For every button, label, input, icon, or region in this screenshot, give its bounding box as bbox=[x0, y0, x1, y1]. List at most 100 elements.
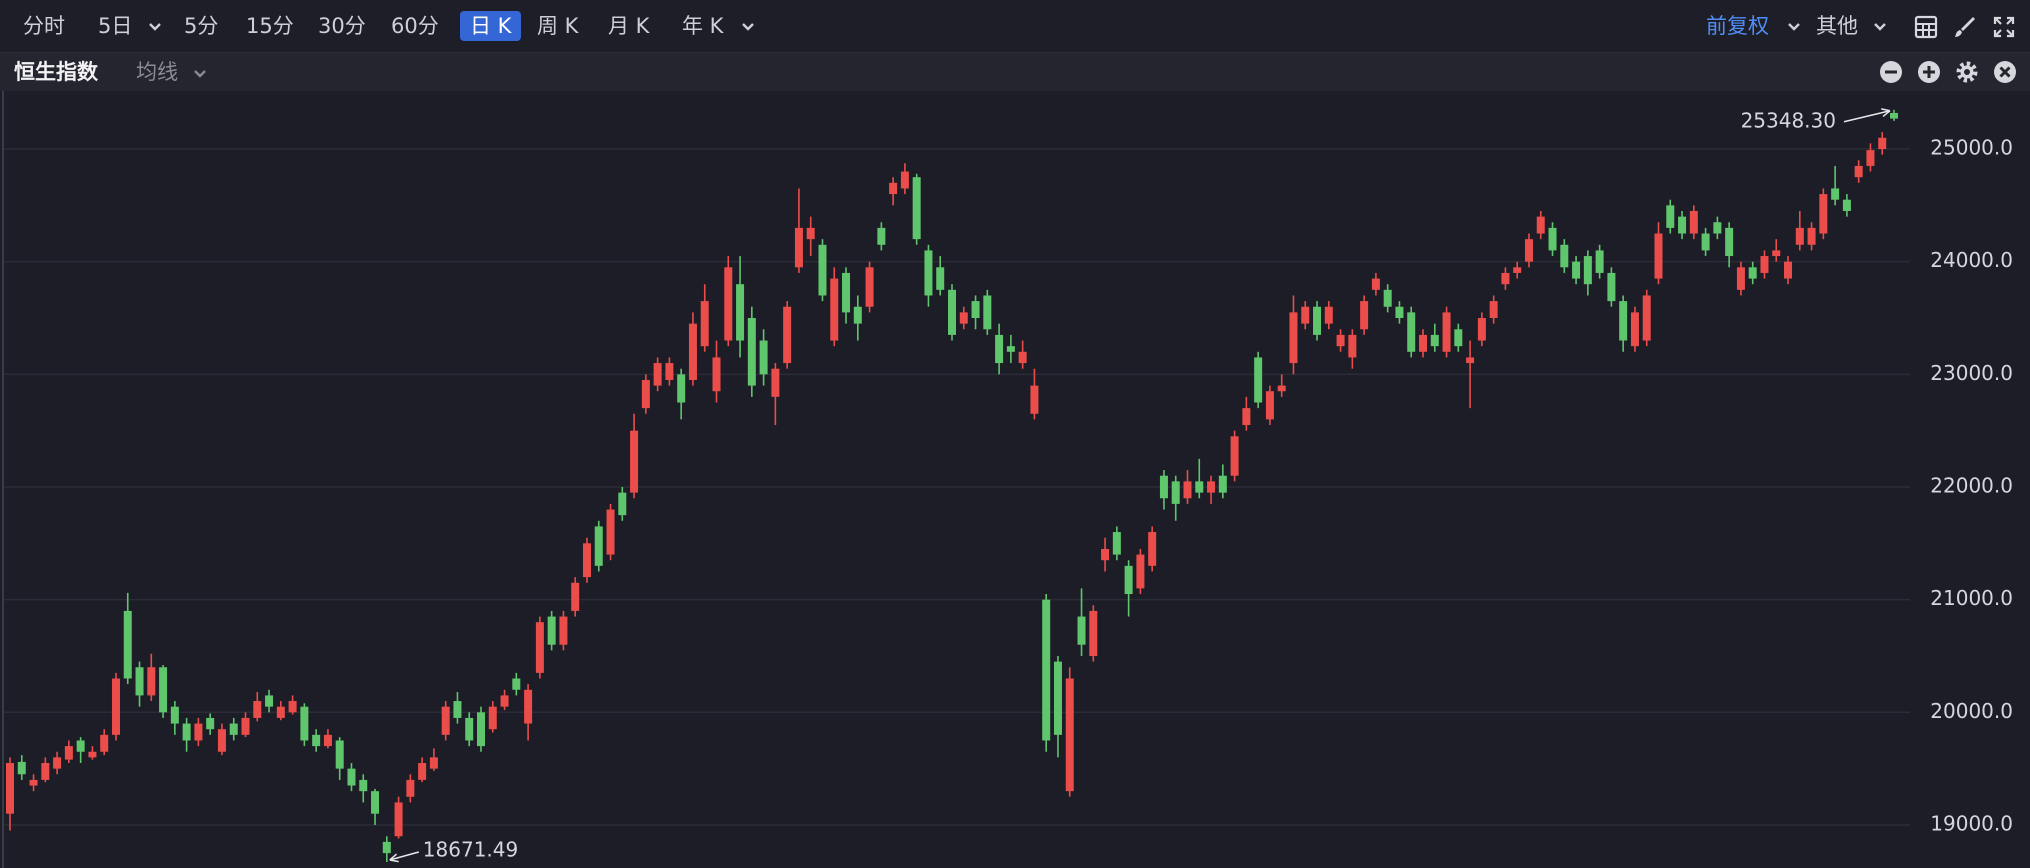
candle-body bbox=[194, 723, 203, 741]
candle-body bbox=[347, 768, 356, 786]
draw-icon[interactable] bbox=[1953, 15, 1977, 39]
candle-body bbox=[724, 267, 733, 341]
candle-body bbox=[217, 729, 226, 752]
candle-body bbox=[1890, 112, 1898, 119]
candle-body bbox=[794, 227, 803, 268]
period-button[interactable]: 分时 bbox=[23, 14, 65, 38]
candle-body bbox=[64, 746, 73, 760]
layout-icon[interactable] bbox=[1914, 15, 1938, 39]
zoom-in-icon[interactable] bbox=[1917, 60, 1941, 84]
candle-body bbox=[1866, 150, 1875, 166]
annotation-arrowhead bbox=[389, 853, 399, 863]
zoom-out-icon[interactable] bbox=[1879, 60, 1903, 84]
candle-body bbox=[1336, 334, 1345, 347]
candle-body bbox=[406, 779, 415, 797]
candle-body bbox=[1619, 301, 1628, 341]
candle-body bbox=[1678, 216, 1687, 234]
candle-body bbox=[1430, 334, 1439, 347]
period-button[interactable]: 年 K bbox=[682, 14, 724, 38]
dropdown-caret[interactable] bbox=[193, 69, 207, 79]
indicator-bar: 恒生指数 均线 bbox=[0, 52, 2030, 91]
period-button[interactable]: 月 K bbox=[608, 14, 650, 38]
candle-body bbox=[1348, 334, 1357, 358]
candle-body bbox=[382, 841, 391, 854]
period-toolbar: 分时 5日 5分 15分 30分 60分 日 K 周 K 月 K 年 K 前复权… bbox=[0, 0, 2030, 52]
candle-body bbox=[1466, 357, 1475, 364]
candle-body bbox=[924, 250, 933, 296]
settings-icon[interactable] bbox=[1955, 60, 1979, 84]
candle-body bbox=[630, 430, 639, 493]
candle-body bbox=[1536, 216, 1545, 234]
candle-body bbox=[1630, 312, 1639, 347]
candle-body bbox=[783, 306, 792, 364]
candle-body bbox=[1242, 408, 1251, 426]
ma-button[interactable]: 均线 bbox=[136, 60, 178, 84]
candle-body bbox=[1030, 385, 1039, 414]
period-button[interactable]: 5日 bbox=[98, 14, 133, 38]
candle-body bbox=[229, 723, 238, 735]
candle-body bbox=[1666, 205, 1675, 228]
candle-body bbox=[1513, 267, 1522, 273]
candle-body bbox=[1595, 250, 1604, 273]
dropdown-caret[interactable] bbox=[741, 22, 755, 32]
candle-body bbox=[1313, 306, 1322, 335]
dropdown-caret[interactable] bbox=[1873, 22, 1887, 32]
candle-body bbox=[948, 289, 956, 335]
candle-body bbox=[1725, 227, 1734, 257]
period-button[interactable]: 30分 bbox=[318, 14, 366, 38]
candle-body bbox=[1784, 261, 1793, 279]
candle-body bbox=[842, 272, 851, 313]
candle-body bbox=[512, 678, 521, 690]
candle-body bbox=[418, 763, 427, 780]
candle-body bbox=[1713, 222, 1722, 234]
candle-body bbox=[936, 267, 945, 290]
candle-body bbox=[1183, 481, 1192, 499]
candle-body bbox=[1654, 233, 1663, 279]
fullscreen-icon[interactable] bbox=[1992, 15, 2016, 39]
candle-body bbox=[1524, 239, 1533, 262]
candle-body bbox=[288, 701, 297, 713]
candle-body bbox=[1454, 329, 1463, 347]
candle-body bbox=[747, 318, 756, 386]
candle-body bbox=[547, 616, 556, 645]
adjust-button[interactable]: 前复权 bbox=[1706, 14, 1769, 38]
y-tick-label: 19000.0 bbox=[1930, 811, 2013, 835]
candle-body bbox=[88, 751, 97, 758]
candle-body bbox=[889, 182, 898, 195]
period-button[interactable]: 周 K bbox=[537, 14, 579, 38]
dropdown-caret[interactable] bbox=[148, 22, 162, 32]
candle-body bbox=[1324, 306, 1333, 324]
candle-body bbox=[182, 723, 191, 741]
candle-body bbox=[806, 227, 815, 240]
candle-body bbox=[1195, 481, 1204, 493]
period-button[interactable]: 60分 bbox=[391, 14, 439, 38]
candle-body bbox=[641, 379, 650, 409]
period-button-active[interactable]: 日 K bbox=[460, 11, 522, 41]
candle-body bbox=[759, 340, 768, 375]
candle-body bbox=[1477, 318, 1486, 341]
candle-body bbox=[983, 295, 992, 330]
candle-body bbox=[300, 706, 309, 741]
candle-body bbox=[147, 667, 156, 696]
candle-body bbox=[1077, 616, 1086, 645]
candle-body bbox=[877, 227, 886, 245]
candle-body bbox=[1795, 227, 1804, 245]
dropdown-caret[interactable] bbox=[1787, 22, 1801, 32]
symbol-name: 恒生指数 bbox=[14, 60, 98, 84]
candle-body bbox=[253, 701, 262, 718]
period-button[interactable]: 15分 bbox=[246, 14, 294, 38]
annotation-arrow bbox=[389, 851, 419, 861]
close-icon[interactable] bbox=[1993, 60, 2017, 84]
candle-body bbox=[1819, 194, 1828, 234]
period-button[interactable]: 5分 bbox=[184, 14, 219, 38]
candle-body bbox=[853, 306, 862, 324]
candle-body bbox=[1642, 295, 1651, 341]
more-button[interactable]: 其他 bbox=[1816, 14, 1858, 38]
candle-body bbox=[477, 712, 485, 747]
candle-body bbox=[1583, 256, 1592, 285]
candle-body bbox=[571, 582, 580, 611]
candle-body bbox=[111, 678, 120, 735]
annotation-arrowhead bbox=[1881, 108, 1891, 118]
candle-body bbox=[653, 363, 662, 386]
candle-body bbox=[700, 301, 709, 347]
